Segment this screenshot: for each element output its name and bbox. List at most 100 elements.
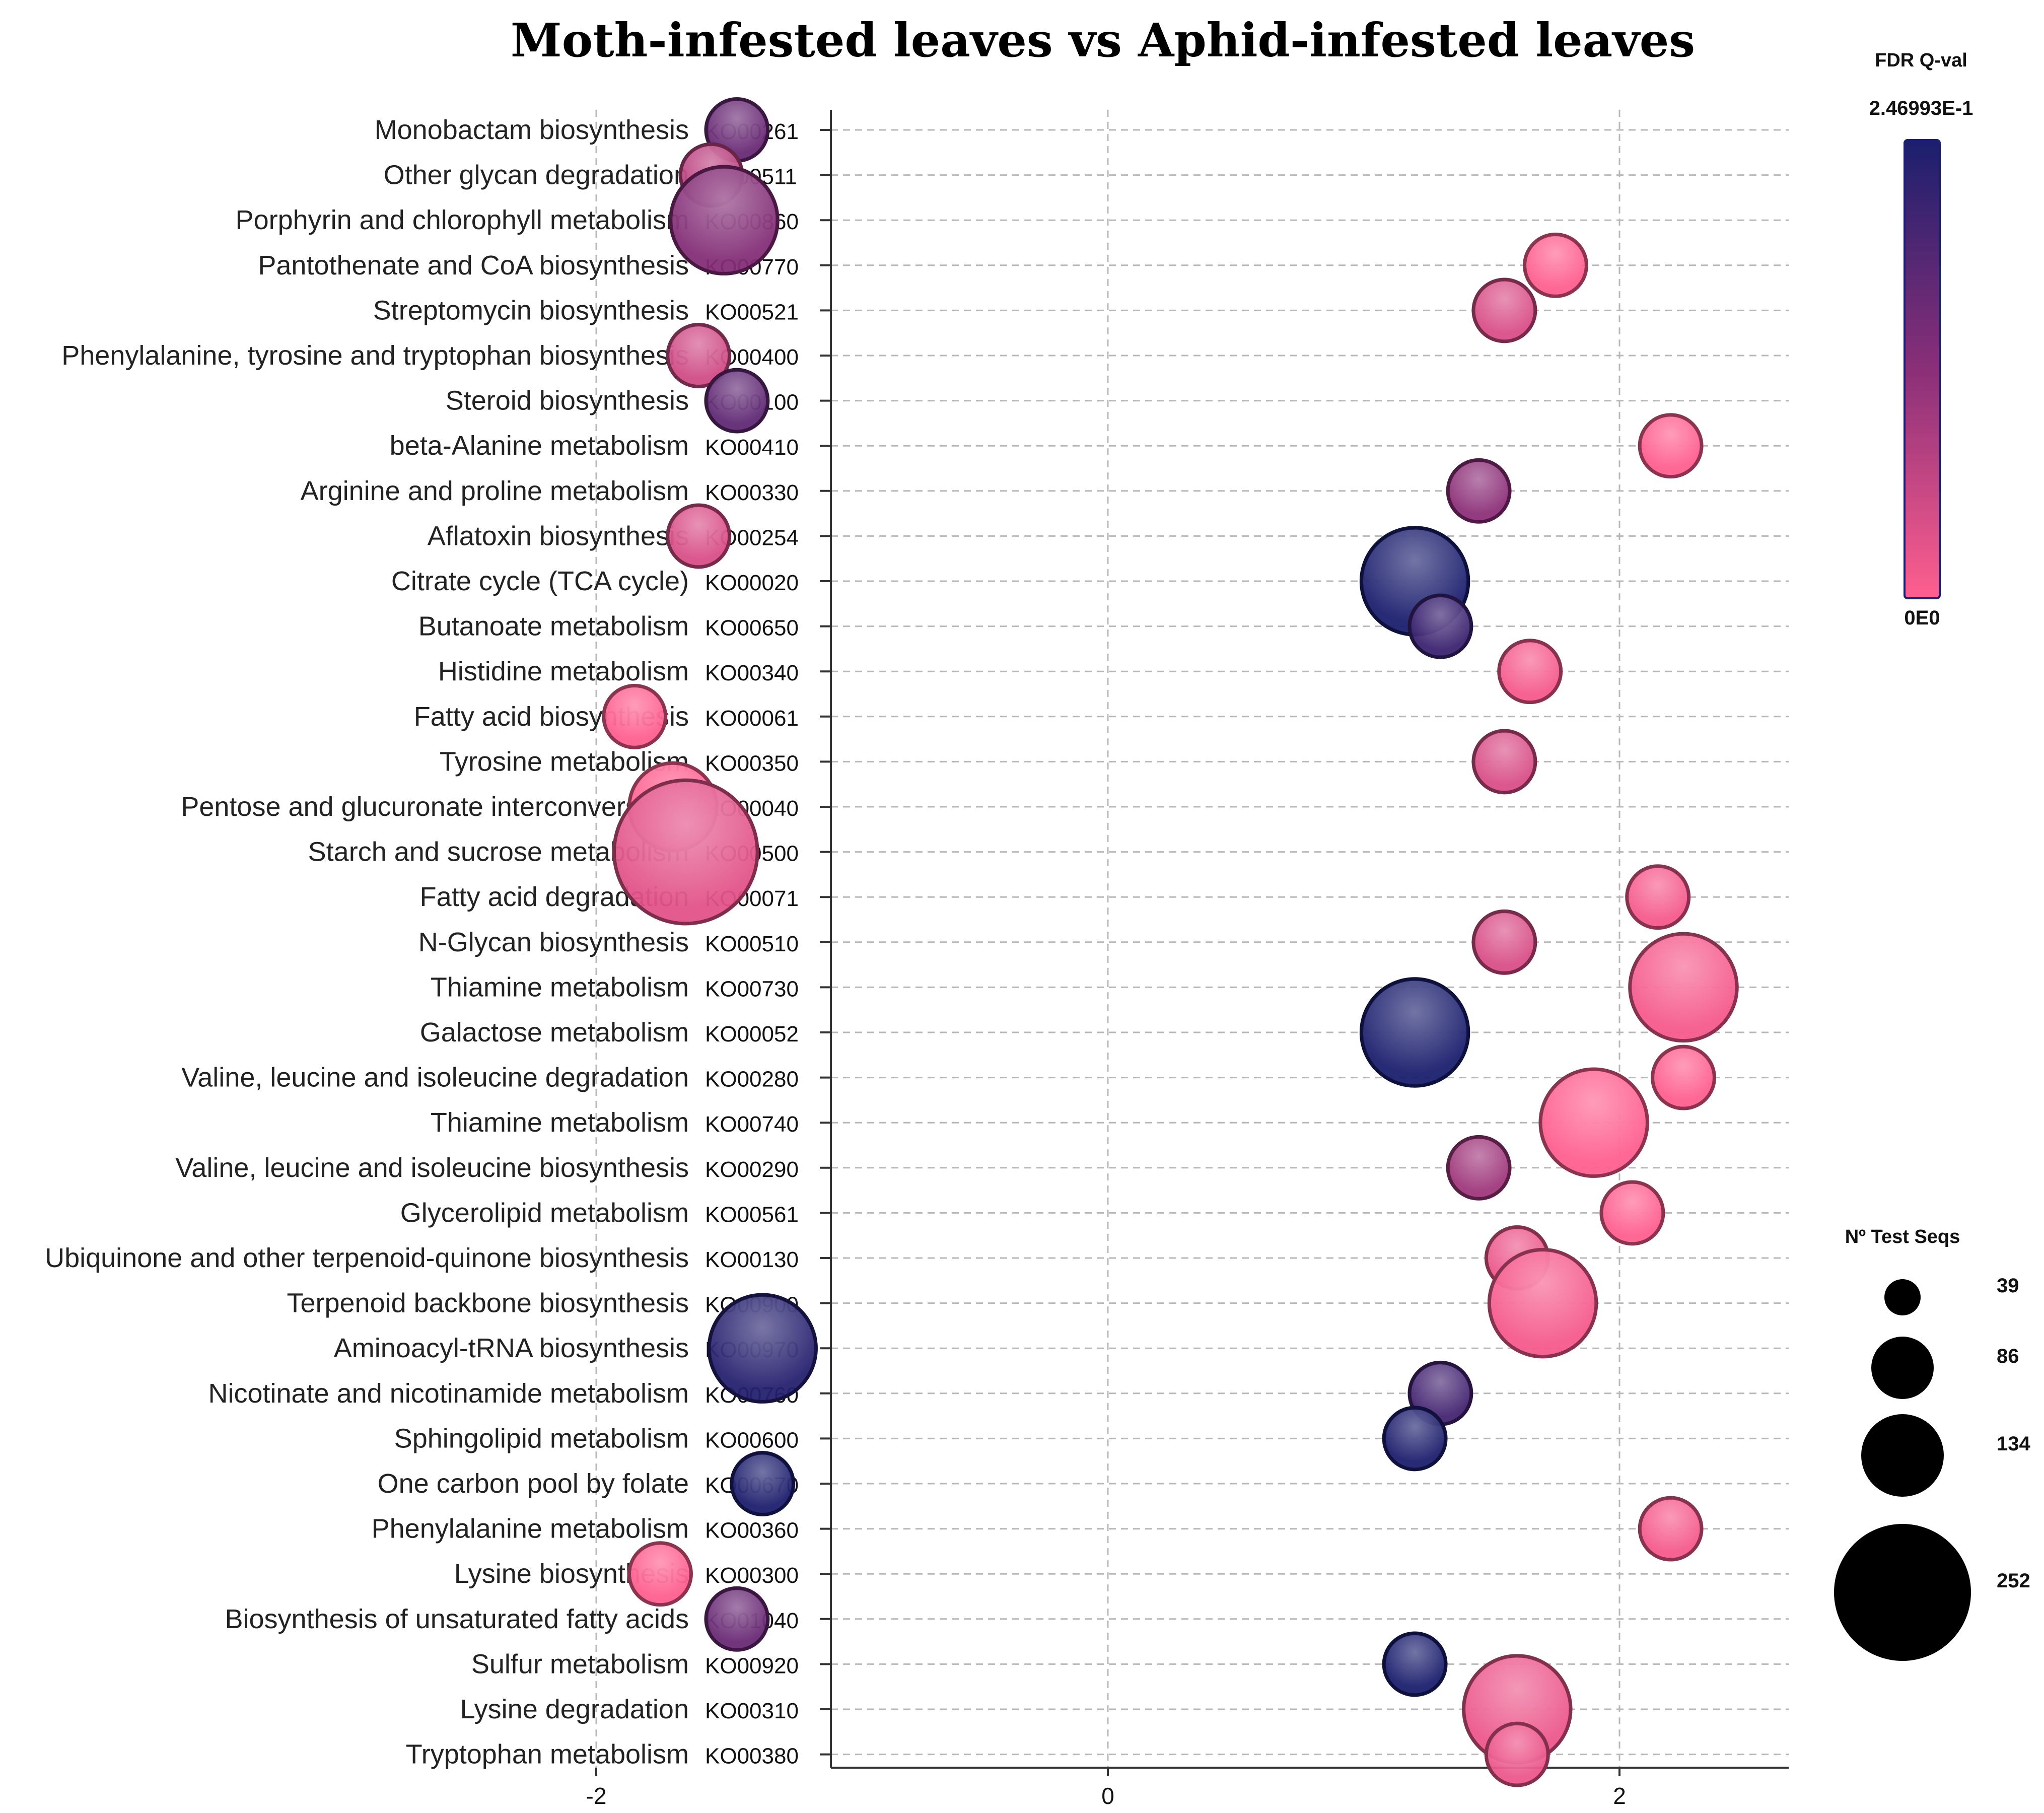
data-point [1471, 909, 1537, 975]
x-tick-label: -2 [586, 1783, 607, 1809]
pathway-label: Porphyrin and chlorophyll metabolism [236, 205, 689, 235]
data-point-highlight [672, 168, 776, 272]
data-point [704, 368, 770, 434]
pathway-label: Monobactam biosynthesis [375, 115, 689, 145]
data-point-highlight [1491, 1251, 1594, 1355]
size-legend-label: 86 [1997, 1345, 2019, 1367]
ko-label: KO00350 [705, 751, 799, 776]
data-point [730, 1451, 796, 1516]
data-point [1625, 864, 1691, 930]
grid [595, 110, 1789, 1768]
data-point [1599, 1180, 1665, 1246]
data-point [1651, 1044, 1716, 1110]
data-point-highlight [1526, 236, 1585, 295]
pathway-label: beta-Alanine metabolism [390, 431, 689, 461]
pathway-label: Phenylalanine, tyrosine and tryptophan b… [61, 340, 689, 371]
data-point-highlight [711, 1296, 814, 1400]
ko-label: KO00730 [705, 977, 799, 1001]
pathway-label: Terpenoid backbone biosynthesis [287, 1288, 689, 1318]
ko-label: KO00510 [705, 932, 799, 956]
data-point [1638, 413, 1704, 479]
ko-label: KO00052 [705, 1022, 799, 1047]
pathway-label: Nicotinate and nicotinamide metabolism [208, 1378, 689, 1409]
pathway-label: Thiamine metabolism [431, 1107, 689, 1138]
pathway-label: Other glycan degradation [384, 160, 689, 190]
size-legend-label: 252 [1997, 1570, 2030, 1592]
data-point [1628, 932, 1739, 1043]
data-point-highlight [669, 326, 728, 385]
ko-label: KO00561 [705, 1202, 799, 1227]
data-point [1382, 1631, 1448, 1697]
ko-label: KO00340 [705, 661, 799, 685]
data-point-highlight [631, 1545, 689, 1603]
data-point [1523, 232, 1588, 298]
size-legend-circle [1884, 1279, 1921, 1315]
data-point [1382, 1406, 1448, 1472]
data-point [1359, 977, 1470, 1088]
ko-label: KO00130 [705, 1247, 799, 1272]
data-point-highlight [1411, 597, 1469, 656]
pathway-label: Tryptophan metabolism [406, 1739, 689, 1770]
data-point [707, 1293, 818, 1404]
chart-title: Moth-infested leaves vs Aphid-infested l… [511, 13, 1695, 67]
data-point-highlight [1654, 1049, 1713, 1107]
data-point [1446, 458, 1512, 524]
pathway-label: Butanoate metabolism [418, 611, 689, 642]
pathway-label: Citrate cycle (TCA cycle) [391, 566, 689, 596]
pathway-label: Streptomycin biosynthesis [373, 295, 689, 325]
ko-label: KO00650 [705, 616, 799, 641]
data-point-highlight [1642, 1500, 1700, 1558]
size-legend-label: 39 [1997, 1275, 2019, 1297]
data-point-highlight [1632, 936, 1735, 1039]
color-legend-max-label: 2.46993E-1 [1869, 97, 1973, 119]
pathway-label: Arginine and proline metabolism [301, 476, 689, 506]
ko-label: KO00410 [705, 435, 799, 460]
data-point [1638, 1496, 1704, 1562]
size-legend-circle [1861, 1414, 1944, 1497]
pathway-label: Ubiquinone and other terpenoid-quinone b… [45, 1243, 689, 1273]
ko-label: KO00020 [705, 571, 799, 595]
data-point [666, 323, 732, 388]
data-point-highlight [1475, 281, 1533, 339]
pathway-label: One carbon pool by folate [378, 1469, 689, 1499]
ko-label: KO00290 [705, 1157, 799, 1182]
ko-label: KO00380 [705, 1744, 799, 1769]
size-legend: Nº Test Seqs 39 86 134 252 [1834, 1226, 2030, 1661]
color-legend: FDR Q-val 2.46993E-1 0E0 [1869, 50, 1973, 629]
size-legend-label: 134 [1997, 1433, 2030, 1455]
data-point-highlight [708, 1590, 766, 1648]
color-scale-bar [1904, 139, 1941, 599]
size-legend-circle [1834, 1524, 1971, 1661]
data-point [1446, 1135, 1512, 1201]
color-legend-title: FDR Q-val [1875, 50, 1967, 71]
data-point-highlight [1386, 1635, 1444, 1693]
pathway-label: Galactose metabolism [420, 1017, 689, 1048]
data-point-highlight [1450, 462, 1508, 520]
pathway-label: Sulfur metabolism [471, 1649, 689, 1679]
axes [820, 110, 1789, 1769]
size-legend-title: Nº Test Seqs [1845, 1226, 1960, 1247]
data-point-highlight [616, 782, 756, 922]
data-point-highlight [1542, 1071, 1646, 1174]
data-point-highlight [1386, 1409, 1444, 1468]
color-legend-min-label: 0E0 [1904, 607, 1940, 629]
pathway-label: Glycerolipid metabolism [400, 1198, 689, 1228]
data-point-highlight [669, 507, 728, 565]
pathway-label: Thiamine metabolism [431, 972, 689, 1002]
x-tick-label: 2 [1613, 1783, 1626, 1809]
data-point [627, 1541, 693, 1607]
data-point-highlight [1363, 981, 1466, 1084]
data-point [1471, 277, 1537, 343]
pathway-label: Aminoacyl-tRNA biosynthesis [334, 1333, 689, 1363]
ko-label: KO00280 [705, 1067, 799, 1092]
data-point-highlight [1488, 1725, 1546, 1784]
pathway-label: Histidine metabolism [438, 656, 689, 686]
x-tick-label: 0 [1101, 1783, 1114, 1809]
data-point-highlight [1475, 732, 1533, 791]
data-point [612, 778, 759, 926]
pathway-label: Pentose and glucuronate interconversions [181, 792, 689, 822]
ko-label: KO00360 [705, 1518, 799, 1543]
data-point-highlight [1642, 416, 1700, 475]
pathway-label: Steroid biosynthesis [446, 386, 689, 416]
